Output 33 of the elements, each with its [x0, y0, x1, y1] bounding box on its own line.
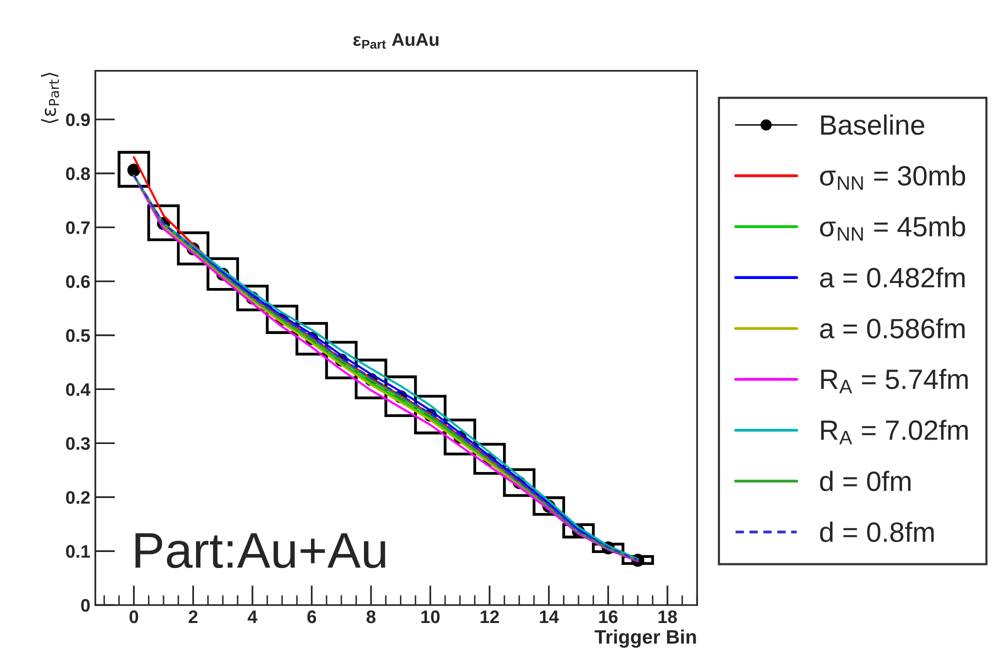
y-tick-label: 0: [81, 599, 90, 612]
x-tick-label: 12: [480, 610, 499, 624]
chart-title: ε$_{Part}$ AuAu: [353, 33, 438, 49]
x-tick-label: 8: [366, 610, 376, 624]
y-tick-label: 0.9: [66, 113, 90, 126]
x-tick-label: 10: [421, 610, 440, 624]
legend-label: R$_{A}$ = 5.74fm: [821, 368, 968, 394]
x-tick-label: 0: [130, 610, 138, 624]
legend-label: d = 0.8fm: [820, 522, 934, 542]
y-tick-label: 0.8: [66, 167, 90, 180]
x-axis-title: Trigger Bin: [594, 630, 696, 648]
y-tick-label: 0.3: [66, 437, 90, 450]
legend-label: Baseline: [821, 114, 924, 135]
legend-label: a = 0.586fm: [820, 318, 965, 338]
legend-label: a = 0.482fm: [820, 267, 965, 288]
y-tick-label: 0.1: [66, 545, 90, 558]
y-tick-label: 0.7: [66, 221, 90, 234]
y-tick-label: 0.2: [66, 491, 90, 504]
x-tick-label: 4: [248, 610, 258, 624]
x-tick-label: 14: [540, 610, 559, 624]
x-tick-label: 2: [188, 610, 198, 624]
x-tick-label: 6: [307, 610, 316, 624]
y-tick-label: 0.6: [66, 275, 90, 288]
y-axis-title: ⟨ε$_{Part}$⟩: [40, 72, 60, 124]
y-tick-label: 0.5: [66, 329, 90, 342]
legend-label: σ$_{NN}$ = 30mb: [820, 165, 966, 190]
annotation: Part:Au+Au: [136, 533, 386, 568]
y-tick-label: 0.4: [66, 383, 90, 396]
legend-label: R$_{A}$ = 7.02fm: [821, 420, 968, 444]
x-tick-label: 16: [599, 610, 618, 624]
legend-label: d = 0fm: [820, 470, 910, 492]
x-tick-label: 18: [658, 610, 677, 624]
legend-label: σ$_{NN}$ = 45mb: [820, 216, 966, 241]
